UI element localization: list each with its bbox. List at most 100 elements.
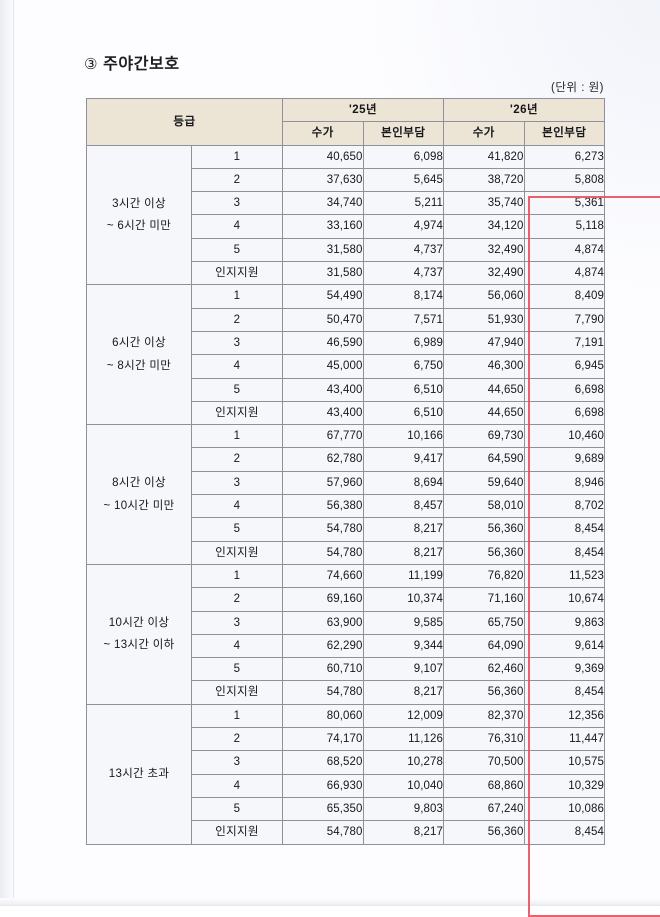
- fee-2026-cell: 44,650: [443, 400, 525, 426]
- table-row: 2 37,630 5,645 38,720 5,808: [87, 167, 606, 193]
- header-2025-copay: 본인부담: [362, 121, 445, 146]
- copay-2025-cell: 9,107: [362, 657, 445, 682]
- table-row: 3 63,900 9,585 65,750 9,863: [87, 610, 606, 635]
- fee-2025-cell: 54,780: [282, 820, 364, 845]
- fee-2025-cell: 54,490: [282, 284, 364, 309]
- table-row: 4 56,380 8,457 58,010 8,702: [87, 494, 606, 519]
- grade-cell: 4: [190, 773, 284, 798]
- page-edge-line-left: [13, 0, 14, 906]
- fee-2026-cell: 56,360: [443, 820, 525, 845]
- fee-2026-cell: 59,640: [443, 470, 525, 496]
- copay-2026-cell: 7,191: [523, 330, 606, 356]
- fee-table-container: 등급 '25년 '26년 수가 본인부담 수가 본인부담 3시간 이상 ~ 6시간…: [85, 97, 660, 917]
- copay-2026-cell: 8,702: [523, 494, 606, 519]
- table-row: 4 33,160 4,974 34,120 5,118: [87, 214, 606, 239]
- fee-2025-cell: 74,170: [282, 727, 364, 752]
- copay-2025-cell: 8,457: [362, 494, 445, 519]
- copay-2025-cell: 10,278: [362, 750, 445, 775]
- copay-2026-cell: 8,409: [523, 284, 606, 309]
- fee-2025-cell: 37,630: [282, 167, 364, 193]
- fee-2026-cell: 64,090: [443, 633, 525, 659]
- group-label-cell: 10시간 이상 ~ 13시간 이하: [86, 563, 192, 705]
- fee-2026-cell: 69,730: [443, 424, 525, 449]
- fee-2026-cell: 62,460: [443, 657, 525, 682]
- group-label-cell: 6시간 이상 ~ 8시간 미만: [86, 284, 192, 426]
- table-row: 인지지원 54,780 8,217 56,360 8,454: [87, 540, 606, 565]
- copay-2025-cell: 8,217: [362, 680, 445, 705]
- grade-cell: 5: [190, 796, 284, 822]
- grade-cell: 인지지원: [190, 540, 284, 565]
- copay-2026-cell: 6,273: [523, 144, 606, 169]
- fee-2025-cell: 40,650: [282, 144, 364, 169]
- fee-2026-cell: 38,720: [443, 167, 525, 193]
- copay-2026-cell: 9,614: [523, 633, 606, 659]
- fee-2026-cell: 32,490: [443, 261, 525, 286]
- copay-2025-cell: 6,989: [362, 330, 445, 356]
- fee-2026-cell: 35,740: [443, 191, 525, 216]
- copay-2026-cell: 7,790: [523, 307, 606, 332]
- table-row: 13시간 초과 1 80,060 12,009 82,370 12,356: [86, 703, 606, 845]
- fee-2026-cell: 47,940: [443, 330, 525, 356]
- fee-2025-cell: 67,770: [282, 424, 364, 449]
- copay-2025-cell: 11,199: [362, 563, 445, 589]
- table-row: 5 31,580 4,737 32,490 4,874: [87, 237, 606, 263]
- table-row: 10시간 이상 ~ 13시간 이하 1 74,660 11,199 76,820 11,52…: [86, 563, 606, 705]
- copay-2025-cell: 6,510: [362, 377, 445, 402]
- fee-2026-cell: 58,010: [443, 494, 525, 519]
- fee-2026-cell: 56,360: [443, 680, 525, 705]
- copay-2026-cell: 4,874: [523, 237, 606, 263]
- copay-2025-cell: 4,737: [362, 237, 445, 263]
- table-row: 인지지원 54,780 8,217 56,360 8,454: [87, 680, 606, 705]
- table-row: 6시간 이상 ~ 8시간 미만 1 54,490 8,174 56,060 8,409: [86, 284, 606, 426]
- table-body: 3시간 이상 ~ 6시간 미만 1 40,650 6,098 41,820 6,273 2 37…: [86, 144, 606, 845]
- fee-2025-cell: 46,590: [282, 330, 364, 356]
- copay-2026-cell: 10,329: [523, 773, 606, 798]
- table-row: 3 68,520 10,278 70,500 10,575: [87, 750, 606, 775]
- copay-2026-cell: 8,454: [523, 680, 606, 705]
- fee-2026-cell: 82,370: [443, 703, 525, 729]
- copay-2025-cell: 4,737: [362, 261, 445, 286]
- copay-2026-cell: 8,454: [523, 517, 606, 542]
- fee-2026-cell: 71,160: [443, 587, 525, 612]
- fee-2025-cell: 33,160: [282, 214, 364, 239]
- fee-2025-cell: 34,740: [282, 191, 364, 216]
- fee-2025-cell: 63,900: [282, 610, 364, 635]
- group-label-line1: 3시간 이상: [112, 197, 166, 210]
- copay-2025-cell: 9,344: [362, 633, 445, 659]
- group-label-cell: 13시간 초과: [86, 703, 192, 845]
- table-row: 2 69,160 10,374 71,160 10,674: [87, 587, 606, 612]
- header-2026-fee: 수가: [443, 121, 525, 146]
- fee-2026-cell: 68,860: [443, 773, 525, 798]
- grade-cell: 2: [190, 307, 284, 332]
- copay-2025-cell: 10,040: [362, 773, 445, 798]
- copay-2025-cell: 8,217: [362, 820, 445, 845]
- copay-2026-cell: 11,523: [523, 563, 606, 589]
- copay-2026-cell: 9,369: [523, 657, 606, 682]
- copay-2026-cell: 10,086: [523, 796, 606, 822]
- copay-2026-cell: 4,874: [523, 261, 606, 286]
- fee-2025-cell: 31,580: [282, 261, 364, 286]
- grade-cell: 5: [190, 517, 284, 542]
- table-header: 등급 '25년 '26년 수가 본인부담 수가 본인부담: [85, 97, 606, 146]
- grade-cell: 2: [190, 167, 284, 193]
- header-row-top: 등급 '25년 '26년: [85, 97, 606, 146]
- page-edge-shadow-left: [0, 0, 14, 906]
- copay-2026-cell: 10,575: [523, 750, 606, 775]
- fee-2025-cell: 62,780: [282, 447, 364, 472]
- grade-cell: 3: [190, 191, 284, 216]
- copay-2025-cell: 9,585: [362, 610, 445, 635]
- fee-2025-cell: 60,710: [282, 657, 364, 682]
- grade-cell: 3: [190, 330, 284, 356]
- group-label-line2: ~ 13시간 이하: [103, 639, 175, 652]
- group-label-line1: 13시간 초과: [108, 767, 170, 780]
- grade-cell: 3: [190, 750, 284, 775]
- fee-2026-cell: 41,820: [443, 144, 525, 169]
- group-label-line1: 10시간 이상: [108, 617, 170, 630]
- unit-note: (단위 : 원): [551, 82, 604, 94]
- header-row-sub: 수가 본인부담 수가 본인부담: [87, 121, 606, 146]
- copay-2025-cell: 7,571: [362, 307, 445, 332]
- table-row: 5 65,350 9,803 67,240 10,086: [87, 796, 606, 822]
- copay-2025-cell: 10,166: [362, 424, 445, 449]
- grade-cell: 인지지원: [190, 261, 284, 286]
